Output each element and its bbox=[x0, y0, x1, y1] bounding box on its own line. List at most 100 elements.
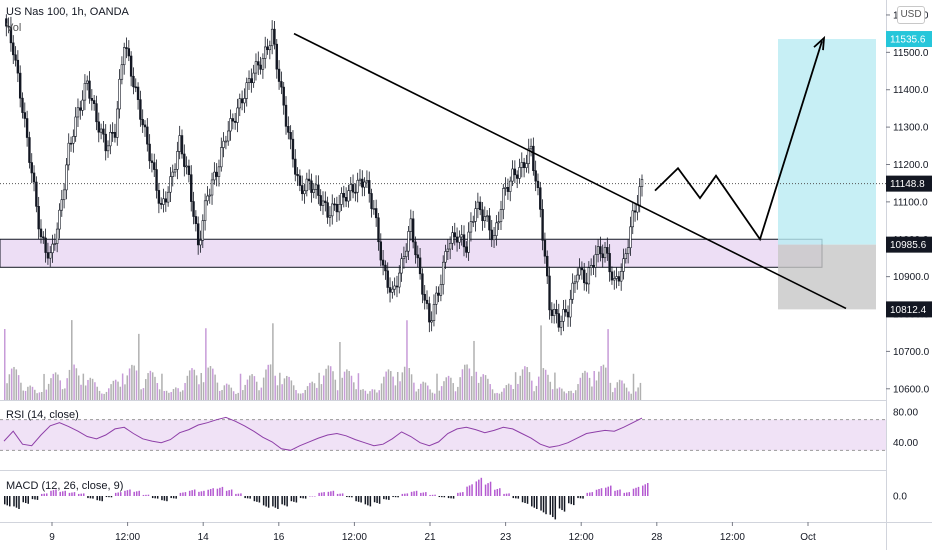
macd-bar bbox=[318, 492, 320, 496]
macd-bar bbox=[447, 496, 450, 499]
volume-bar bbox=[225, 383, 228, 400]
macd-bar bbox=[385, 496, 388, 500]
volume-bar bbox=[346, 369, 348, 400]
volume-bar bbox=[191, 368, 193, 400]
candle-body bbox=[518, 167, 521, 179]
macd-bar bbox=[219, 487, 221, 496]
macd-bar bbox=[357, 496, 360, 502]
volume-bar bbox=[461, 369, 464, 400]
candle-body bbox=[83, 83, 87, 101]
macd-bar bbox=[80, 493, 82, 496]
volume-bar bbox=[223, 385, 226, 400]
volume-bar bbox=[121, 373, 124, 400]
macd-bar bbox=[59, 491, 61, 496]
price-tag-label: 10985.6 bbox=[890, 240, 927, 251]
macd-bar bbox=[348, 496, 351, 498]
volume-bar bbox=[313, 383, 316, 400]
volume-bar bbox=[133, 365, 135, 400]
candle-body bbox=[331, 203, 334, 217]
macd-bar bbox=[27, 496, 29, 504]
macd-bar bbox=[151, 496, 154, 499]
candle-body bbox=[629, 226, 632, 249]
volume-bar bbox=[366, 393, 369, 400]
macd-bar bbox=[607, 486, 610, 496]
volume-bar bbox=[466, 364, 468, 400]
volume-bar bbox=[38, 392, 41, 400]
volume-bar bbox=[355, 389, 357, 400]
volume-bar bbox=[73, 364, 75, 400]
volume-bar bbox=[158, 389, 161, 400]
volume-bar bbox=[616, 382, 619, 400]
candle-body bbox=[129, 55, 133, 77]
volume-bar bbox=[239, 373, 242, 400]
candle-body bbox=[208, 194, 211, 197]
macd-bar bbox=[512, 496, 515, 499]
macd-bar bbox=[133, 491, 135, 496]
volume-bar bbox=[163, 390, 165, 400]
macd-bar bbox=[610, 485, 612, 496]
macd-bar bbox=[429, 494, 431, 496]
volume-bar bbox=[542, 368, 545, 400]
macd-bar bbox=[487, 483, 489, 496]
time-tick-label: 12:00 bbox=[115, 532, 140, 543]
currency-button[interactable]: USD bbox=[897, 6, 925, 24]
candle-body bbox=[23, 112, 27, 119]
candles bbox=[5, 14, 644, 336]
volume-bar bbox=[505, 385, 508, 400]
candle-body bbox=[132, 75, 135, 88]
volume-bar bbox=[84, 385, 87, 400]
candle-body bbox=[393, 285, 396, 290]
macd-bar bbox=[367, 496, 369, 506]
volume-bar bbox=[260, 387, 263, 400]
volume-bar bbox=[105, 391, 108, 400]
macd-bar bbox=[489, 481, 492, 496]
candle-body bbox=[469, 221, 473, 233]
volume-bar bbox=[17, 375, 20, 400]
macd-bar bbox=[96, 496, 98, 501]
macd-bar bbox=[235, 493, 237, 496]
price-tag bbox=[886, 236, 932, 253]
macd-bar bbox=[628, 492, 631, 496]
volume-bar bbox=[198, 384, 200, 400]
candle-body bbox=[210, 179, 214, 196]
macd-bar bbox=[203, 490, 205, 496]
macd-bar bbox=[230, 489, 233, 496]
volume-bar bbox=[519, 375, 521, 400]
volume-bar bbox=[89, 377, 92, 400]
macd-bar bbox=[438, 496, 441, 498]
candle-body bbox=[16, 59, 20, 74]
time-tick-label: 12:00 bbox=[569, 532, 594, 543]
macd-bar bbox=[22, 496, 24, 503]
macd-bar bbox=[422, 492, 425, 496]
volume-bar bbox=[96, 386, 98, 400]
volume-bar bbox=[593, 371, 595, 400]
price-tag-label: 11535.6 bbox=[890, 35, 926, 46]
macd-bar bbox=[92, 496, 94, 499]
candle-body bbox=[520, 162, 523, 168]
volume-bar bbox=[40, 391, 43, 400]
macd-bar bbox=[561, 496, 563, 511]
volume-bar bbox=[6, 383, 8, 400]
volume-bar bbox=[570, 390, 572, 400]
macd-bar bbox=[61, 491, 64, 496]
macd-bar bbox=[172, 496, 175, 499]
macd-bar bbox=[346, 496, 348, 498]
candle-body bbox=[529, 145, 533, 150]
candle-body bbox=[405, 250, 408, 257]
volume-bar bbox=[403, 366, 406, 400]
volume-bar bbox=[77, 375, 80, 400]
macd-bar bbox=[394, 496, 397, 498]
volume-bar bbox=[598, 371, 600, 400]
volume-bar bbox=[145, 379, 147, 400]
macd-bar bbox=[45, 493, 48, 496]
volume-bar bbox=[126, 375, 129, 400]
macd-bar bbox=[18, 496, 20, 509]
macd-bar bbox=[332, 490, 335, 496]
candle-body bbox=[446, 248, 450, 252]
macd-bar bbox=[4, 496, 6, 505]
candle-body bbox=[273, 28, 276, 45]
volume-bar bbox=[579, 377, 582, 400]
candle-body bbox=[231, 118, 235, 122]
candle-body bbox=[418, 257, 422, 275]
